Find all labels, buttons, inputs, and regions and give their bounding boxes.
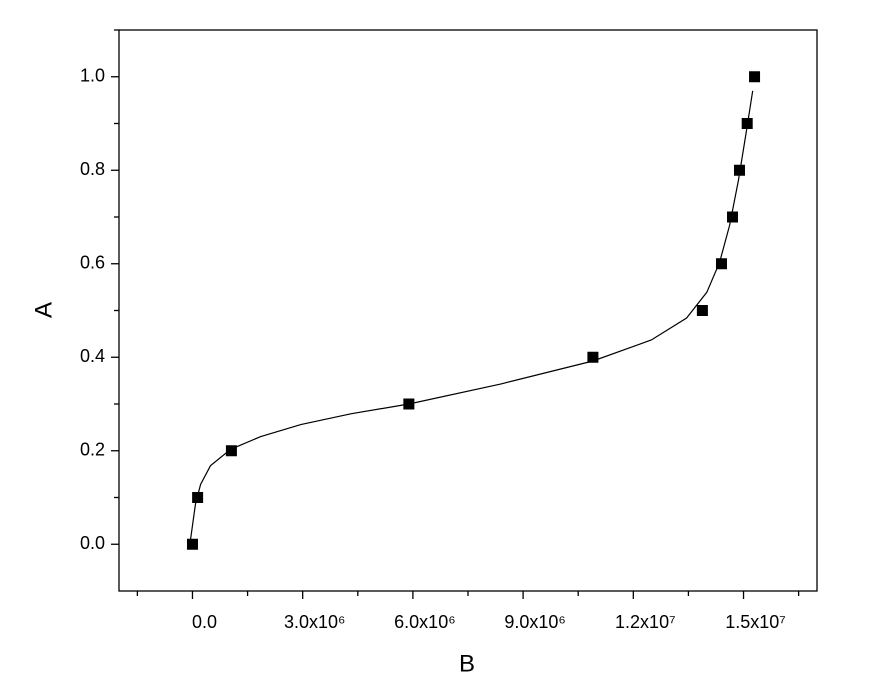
- y-tick-label: 0.6: [80, 253, 105, 273]
- fit-curve: [190, 90, 754, 540]
- x-tick-label: 1.2x10⁷: [615, 612, 676, 632]
- point: [186, 538, 198, 550]
- x-axis-title: B: [459, 650, 475, 677]
- plot-frame: [118, 29, 818, 592]
- y-tick-label: 1.0: [80, 66, 105, 86]
- point: [587, 351, 599, 363]
- point: [696, 305, 708, 316]
- y-tick-label: 0.0: [80, 533, 105, 553]
- x-tick-label: 3.0x10⁶: [284, 612, 345, 632]
- point: [225, 445, 237, 457]
- y-axis-title: A: [30, 302, 57, 318]
- x-tick-label: 1.5x10⁷: [725, 612, 786, 632]
- point: [749, 71, 761, 83]
- point: [715, 258, 727, 270]
- x-tick-label: 0.0: [192, 612, 217, 632]
- y-tick-label: 0.2: [80, 440, 105, 460]
- x-tick-label: 9.0x10⁶: [504, 612, 565, 632]
- y-tick-label: 0.8: [80, 159, 105, 179]
- x-tick-label: 6.0x10⁶: [394, 612, 455, 632]
- point: [727, 211, 739, 223]
- y-tick-label: 0.4: [80, 346, 105, 366]
